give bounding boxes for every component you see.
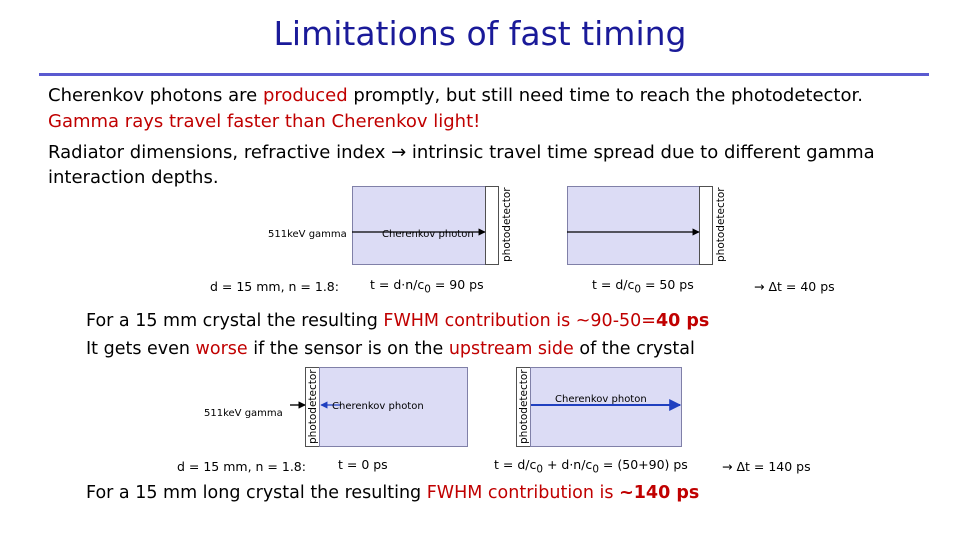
upper-photon-label: Cherenkov photon — [382, 229, 474, 240]
upper-photodetector-1 — [485, 186, 499, 265]
upper-crystal-1 — [352, 186, 487, 265]
lower-gamma-label: 511keV gamma — [204, 408, 283, 419]
lower-crystal-1 — [319, 367, 468, 447]
fwhm-line-1: For a 15 mm crystal the resulting FWHM c… — [86, 311, 710, 331]
intro-line-4: interaction depths. — [48, 167, 219, 188]
fwhm-line-2: For a 15 mm long crystal the resulting F… — [86, 483, 700, 503]
upper-crystal-2 — [567, 186, 701, 265]
upper-time-1: t = d·n/c0 = 90 ps — [370, 277, 484, 296]
upper-time-2: t = d/c0 = 50 ps — [592, 277, 694, 296]
upper-gamma-label: 511keV gamma — [268, 229, 347, 240]
intro-line-1: Cherenkov photons are produced promptly,… — [48, 85, 863, 106]
lower-photon-label-2: Cherenkov photon — [555, 394, 647, 405]
intro-line-2: Gamma rays travel faster than Cherenkov … — [48, 111, 481, 132]
lower-delta: → Δt = 140 ps — [722, 459, 811, 474]
lower-time-2: t = d/c0 + d·n/c0 = (50+90) ps — [494, 457, 688, 476]
slide-title: Limitations of fast timing — [273, 14, 687, 53]
lower-time-1: t = 0 ps — [338, 457, 388, 472]
intro-line-3: Radiator dimensions, refractive index → … — [48, 142, 875, 163]
title-rule — [39, 73, 929, 76]
upper-params: d = 15 mm, n = 1.8: — [210, 279, 339, 294]
upper-photodetector-2 — [699, 186, 713, 265]
upper-delta: → Δt = 40 ps — [754, 279, 835, 294]
lower-photon-label-1: Cherenkov photon — [332, 401, 424, 412]
lower-crystal-2 — [530, 367, 682, 447]
lower-params: d = 15 mm, n = 1.8: — [177, 459, 306, 474]
worse-line: It gets even worse if the sensor is on t… — [86, 339, 695, 359]
